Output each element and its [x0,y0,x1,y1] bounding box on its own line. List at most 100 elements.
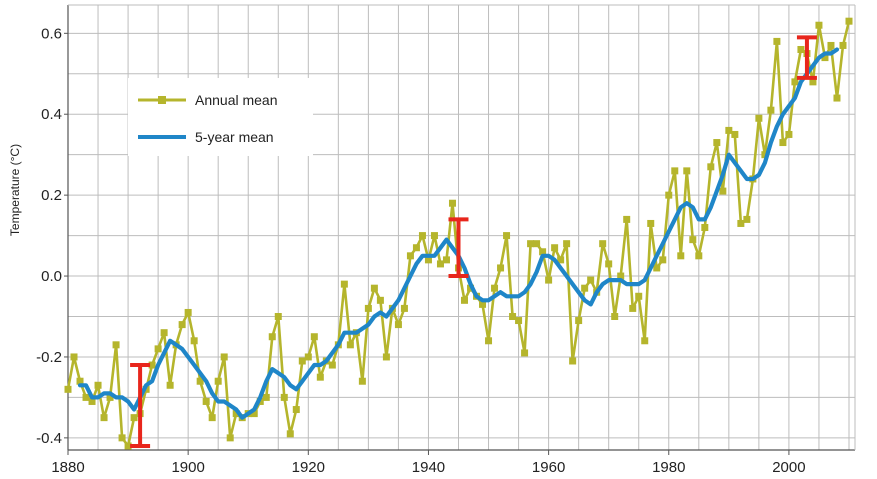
annual-mean-point [184,308,192,316]
annual-mean-point [659,256,667,264]
annual-mean-point [521,349,529,357]
error-bars [130,35,817,448]
annual-mean-point [220,353,228,361]
annual-mean-point [424,256,432,264]
annual-mean-point [376,296,384,304]
annual-mean-point [202,397,210,405]
annual-mean-point [316,373,324,381]
annual-mean-point [497,264,505,272]
annual-mean-point [436,260,444,268]
annual-mean-point [262,393,270,401]
annual-mean-point [689,236,697,244]
annual-mean-point [815,21,823,29]
annual-mean-point [88,397,96,405]
annual-mean-point [845,17,853,25]
annual-mean-point [731,130,739,138]
annual-mean-point [647,219,655,227]
annual-mean-point [76,377,84,385]
annual-mean-point [605,260,613,268]
annual-mean-point [581,284,589,292]
annual-mean-point [785,130,793,138]
annual-mean-point [653,264,661,272]
annual-mean-point [755,114,763,122]
annual-mean-point [797,46,805,53]
x-tick-label: 1880 [51,459,84,476]
annual-mean-point [286,430,294,438]
annual-mean-point [839,41,847,49]
annual-mean-point [485,337,493,345]
annual-mean-point [623,215,631,223]
grid [68,5,855,450]
annual-mean-point [100,414,108,422]
y-axis-ticks: -0.4 -0.2 0.0 0.2 0.4 0.6 [36,25,68,447]
annual-mean-point [160,329,168,337]
annual-mean-point [767,106,775,114]
annual-mean-point [617,272,625,280]
annual-mean-point [370,284,378,292]
y-tick-label: -0.4 [36,430,62,447]
x-tick-label: 1900 [171,459,204,476]
annual-mean-point [827,41,835,49]
annual-mean-point [743,215,751,223]
x-tick-label: 1980 [652,459,685,476]
annual-mean-point [737,219,745,227]
plot-frame [67,4,856,451]
y-tick-label: 0.0 [41,268,62,285]
annual-mean-point [545,276,553,284]
annual-mean-point [479,300,487,308]
error-bar [130,363,151,448]
annual-mean-point [274,313,282,320]
annual-mean-point [292,406,300,414]
annual-mean-point [358,377,366,385]
annual-mean-point [418,232,426,240]
annual-mean-point [430,232,438,240]
annual-mean-point [82,393,90,401]
annual-mean-point [442,256,450,264]
annual-mean-point [190,337,198,345]
annual-mean-point [683,167,691,175]
y-tick-label: 0.4 [41,106,62,123]
annual-mean-point [226,434,234,442]
annual-mean-point [761,151,769,159]
annual-mean-point [364,304,372,312]
annual-mean-point [611,313,619,320]
annual-mean-point [340,280,348,288]
legend-five-year-label: 5-year mean [195,129,274,145]
annual-mean-point [809,78,817,86]
annual-mean-point [635,292,643,300]
legend-annual-marker [158,96,166,104]
legend-background [128,78,313,156]
annual-mean-point [298,357,306,365]
annual-mean-point [304,353,312,361]
legend-annual-label: Annual mean [195,92,278,108]
annual-mean-point [280,393,288,401]
annual-mean-point [148,361,156,369]
annual-mean-point [346,341,354,349]
annual-mean-point [406,252,414,260]
annual-mean-point [70,353,78,361]
annual-mean-point [118,434,126,442]
annual-mean-point [232,410,240,418]
x-tick-label: 1960 [532,459,565,476]
annual-mean-point [707,163,715,171]
x-tick-label: 1940 [412,459,445,476]
annual-mean-point [533,240,541,248]
annual-mean-point [719,187,727,195]
annual-mean-point [461,296,469,304]
annual-mean-point [563,240,571,248]
annual-mean-point [551,244,559,252]
annual-mean-point [713,139,721,147]
annual-mean-point [695,252,703,260]
annual-mean-point [130,414,138,422]
annual-mean-point [629,304,637,312]
annual-mean-point [701,224,709,231]
annual-mean-point [671,167,679,175]
annual-mean-point [64,385,72,393]
annual-mean-point [214,377,222,385]
annual-mean-point [310,333,318,341]
y-tick-label: 0.2 [41,187,62,204]
annual-mean-point [599,240,607,248]
annual-mean-point [328,361,336,369]
annual-mean-point [575,317,583,325]
